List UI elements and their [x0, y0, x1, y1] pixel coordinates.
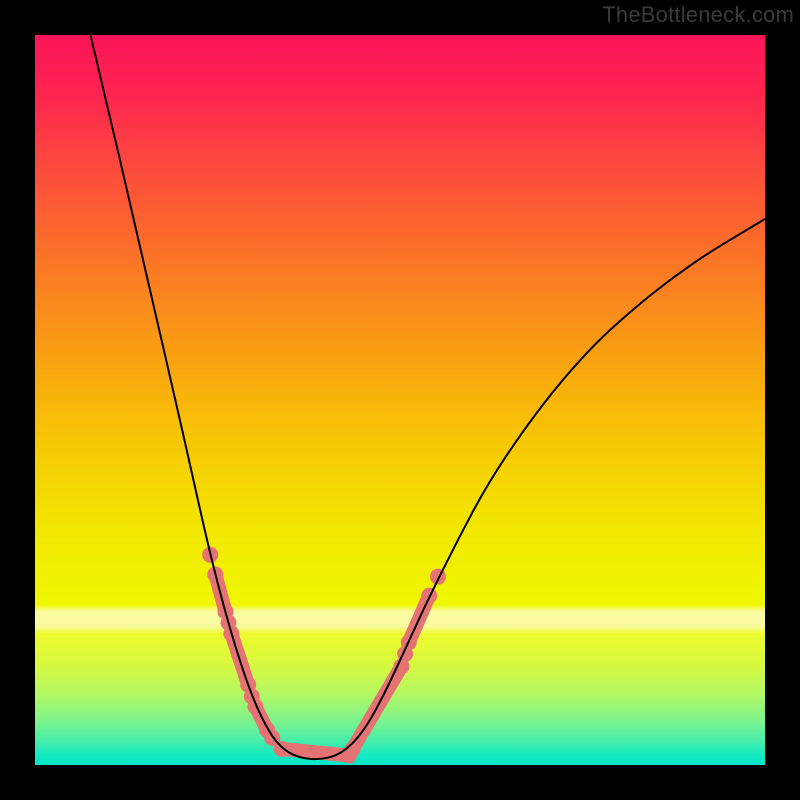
frame-border: [765, 0, 800, 800]
frame-border: [0, 765, 800, 800]
watermark-text: TheBottleneck.com: [602, 2, 794, 28]
bottleneck-chart: [0, 0, 800, 800]
frame-border: [0, 0, 35, 800]
highlight-marker: [430, 569, 446, 585]
